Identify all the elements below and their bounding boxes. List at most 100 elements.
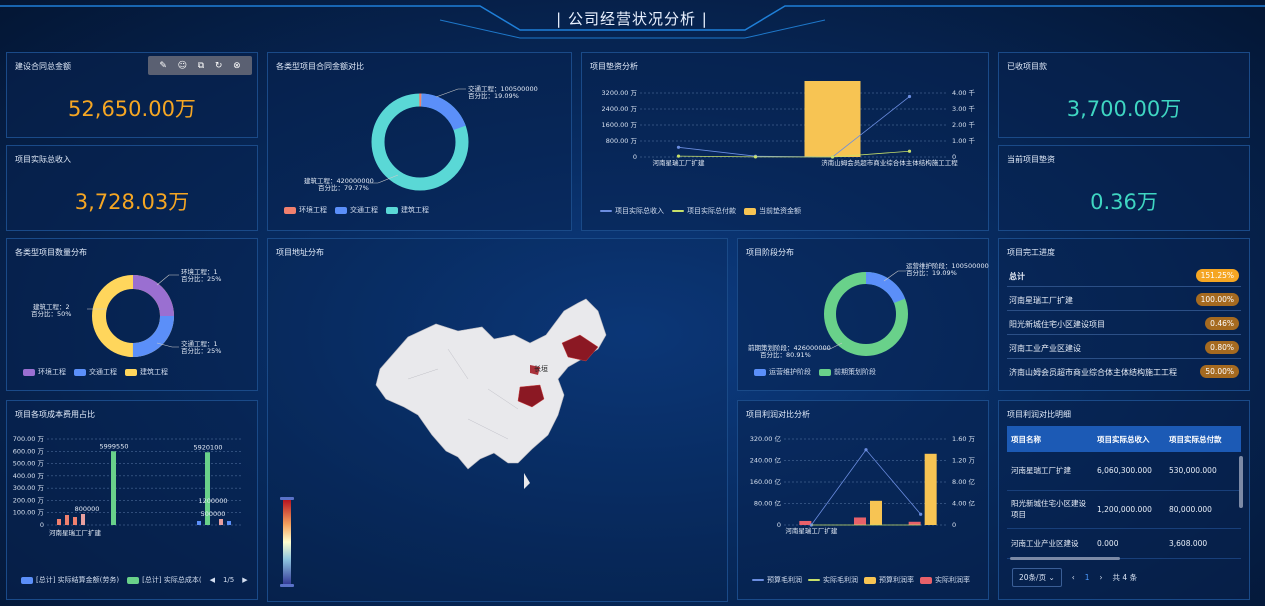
legend: [总计] 实际结算金额(劳务) [总计] 实际总成本( ◀ 1/5 ▶ — [21, 575, 248, 585]
cell: 0.000 — [1093, 528, 1165, 559]
panel-title: 项目地址分布 — [276, 248, 324, 257]
legend-item-actual-rate[interactable]: 实际利润率 — [920, 575, 970, 585]
legend-page: 1/5 — [222, 576, 235, 584]
legend-item-traffic[interactable]: 交通工程 — [335, 205, 378, 215]
table-scrollbar[interactable] — [1239, 456, 1243, 508]
edit-icon[interactable]: ✎ — [159, 60, 167, 71]
y-tick-label: 3200.00 万 — [602, 89, 638, 97]
legend-item-budget-gross[interactable]: 预算毛利润 — [752, 575, 802, 585]
series-point — [907, 149, 912, 153]
y-right-tick-label: 4.00 千 — [952, 88, 976, 97]
cell: 6,060,300.000 — [1093, 452, 1165, 491]
series-point — [676, 145, 681, 149]
table-row[interactable]: 河南星瑞工厂扩建 6,060,300.000 530,000.000 — [1007, 452, 1241, 491]
panel-cost-ratio: 项目各项成本费用占比 0 100.00 万 200.00 万 300.00 万 400.… — [6, 400, 258, 600]
y-tick-label: 400.00 万 — [13, 472, 45, 480]
y-tick-label: 0 — [777, 521, 781, 529]
count-donut-chart: 环境工程：1 百分比：25% 建筑工程：2 百分比：50% 交通工程：1 百分比… — [31, 267, 221, 357]
x-tick-label: 河南星瑞工厂扩建 — [785, 526, 838, 535]
visual-map-bar[interactable] — [283, 499, 291, 585]
current-page[interactable]: 1 — [1084, 573, 1090, 582]
table-h-scrollbar[interactable] — [1010, 557, 1120, 560]
actual-rate-bar — [854, 517, 866, 525]
label-build-pct: 百分比：79.77% — [318, 183, 369, 192]
progress-name: 阳光新城住宅小区建设项目 — [1009, 320, 1105, 329]
kpi-value: 3,728.03万 — [74, 190, 190, 214]
close-icon[interactable]: ⊗ — [233, 60, 241, 71]
legend-item-traffic[interactable]: 交通工程 — [74, 367, 117, 377]
legend-item-op[interactable]: 运营维护阶段 — [754, 367, 811, 377]
top-header-bar — [0, 5, 1265, 39]
page-size-select[interactable]: 20条/页 ⌄ — [1012, 568, 1062, 587]
panel-title: 项目实际总收入 — [15, 155, 71, 164]
panel-completion: 项目完工进度 总计 151.25% 河南星瑞工厂扩建 100.00% 阳光新城住… — [998, 238, 1250, 391]
legend-item-actual-gross[interactable]: 实际毛利润 — [808, 575, 858, 585]
progress-row: 河南星瑞工厂扩建 100.00% — [1007, 289, 1241, 311]
legend-item-pre[interactable]: 前期策划阶段 — [819, 367, 876, 377]
legend-item-env[interactable]: 环境工程 — [23, 367, 66, 377]
visual-map-bottom-handle[interactable] — [280, 584, 294, 587]
legend-item-budget-rate[interactable]: 预算利润率 — [864, 575, 914, 585]
chat-icon[interactable]: ☺ — [177, 60, 187, 71]
progress-name: 河南星瑞工厂扩建 — [1009, 296, 1073, 305]
legend-item-advance[interactable]: 当前垫资金额 — [744, 206, 801, 216]
kpi-value: 3,700.00万 — [1066, 97, 1182, 121]
profit-table: 项目名称 项目实际总收入 项目实际总付款 河南星瑞工厂扩建 6,060,300.0… — [1007, 426, 1241, 559]
series-point — [907, 94, 912, 99]
advance-bar — [804, 81, 861, 157]
cost-bar — [197, 521, 201, 525]
col-header[interactable]: 项目实际总收入 — [1093, 426, 1165, 452]
legend-item-build[interactable]: 建筑工程 — [386, 205, 429, 215]
cost-bar — [227, 521, 231, 525]
table-row[interactable]: 阳光新城住宅小区建设项目 1,200,000.000 80,000.000 — [1007, 490, 1241, 529]
label-pre-pct: 百分比：80.91% — [760, 350, 811, 359]
table-pagination: 20条/页 ⌄ ‹ 1 › 共 4 条 — [1012, 568, 1137, 587]
legend-item-settle[interactable]: [总计] 实际结算金额(劳务) — [21, 575, 119, 585]
panel-title: 项目各项成本费用占比 — [15, 410, 95, 419]
col-header[interactable]: 项目实际总付款 — [1165, 426, 1241, 452]
legend-item-total-cost[interactable]: [总计] 实际总成本( — [127, 575, 202, 585]
china-map[interactable]: 长垣 — [268, 239, 729, 603]
panel-received: 已收项目款 3,700.00万 — [998, 52, 1250, 138]
legend: 预算毛利润 实际毛利润 预算利润率 实际利润率 — [752, 575, 970, 585]
profit-chart: 0 0 80.00 亿 4.00 亿 160.00 亿 8.00 亿 240.00 亿 1.2… — [750, 434, 976, 535]
progress-row: 济南山姆会员超市商业综合体主体结构施工工程 50.00% — [1007, 361, 1241, 383]
cost-bar — [219, 519, 223, 525]
y-right-tick-label: 0 — [952, 521, 956, 529]
next-page-icon[interactable]: › — [1099, 573, 1103, 582]
page-title: | 公司经营状况分析 | — [556, 10, 708, 28]
refresh-icon[interactable]: ↻ — [214, 60, 223, 71]
legend-item-payment[interactable]: 项目实际总付款 — [672, 206, 736, 216]
y-tick-label: 700.00 万 — [13, 435, 45, 443]
cell: 河南星瑞工厂扩建 — [1007, 452, 1093, 491]
progress-name: 总计 — [1009, 272, 1025, 281]
y-tick-label: 100.00 万 — [13, 509, 45, 517]
y-right-tick-label: 1.60 万 — [952, 435, 976, 443]
table-row[interactable]: 河南工业产业区建设 0.000 3,608.000 — [1007, 528, 1241, 559]
x-tick-label: 济南山姆会员超市商业综合体主体结构施工工程 — [821, 158, 958, 167]
legend: 项目实际总收入 项目实际总付款 当前垫资金额 — [600, 206, 801, 216]
progress-row: 阳光新城住宅小区建设项目 0.46% — [1007, 313, 1241, 335]
legend-item-build[interactable]: 建筑工程 — [125, 367, 168, 377]
y-right-tick-label: 3.00 千 — [952, 104, 976, 113]
y-tick-label: 300.00 万 — [13, 484, 45, 492]
col-header[interactable]: 项目名称 — [1007, 426, 1093, 452]
label-traffic-pct: 百分比：25% — [181, 346, 221, 355]
copy-icon[interactable]: ⧉ — [197, 60, 205, 71]
y-tick-label: 1600.00 万 — [602, 121, 638, 129]
panel-title: 当前项目垫资 — [1007, 155, 1055, 164]
legend-next-icon[interactable]: ▶ — [242, 576, 248, 584]
legend-prev-icon[interactable]: ◀ — [209, 576, 215, 584]
cost-chart: 0 100.00 万 200.00 万 300.00 万 400.00 万 500.00 … — [13, 435, 243, 537]
y-right-tick-label: 4.00 亿 — [952, 499, 976, 508]
legend-item-income[interactable]: 项目实际总收入 — [600, 206, 664, 216]
cell: 阳光新城住宅小区建设项目 — [1007, 490, 1093, 529]
legend: 环境工程 交通工程 建筑工程 — [284, 205, 429, 215]
panel-title: 已收项目款 — [1007, 62, 1047, 71]
label-build: 建筑工程：2 — [33, 302, 70, 311]
legend-item-env[interactable]: 环境工程 — [284, 205, 327, 215]
visual-map-top-handle[interactable] — [280, 497, 294, 500]
y-tick-label: 160.00 亿 — [750, 477, 782, 486]
prev-page-icon[interactable]: ‹ — [1071, 573, 1075, 582]
cost-bar — [81, 514, 85, 525]
